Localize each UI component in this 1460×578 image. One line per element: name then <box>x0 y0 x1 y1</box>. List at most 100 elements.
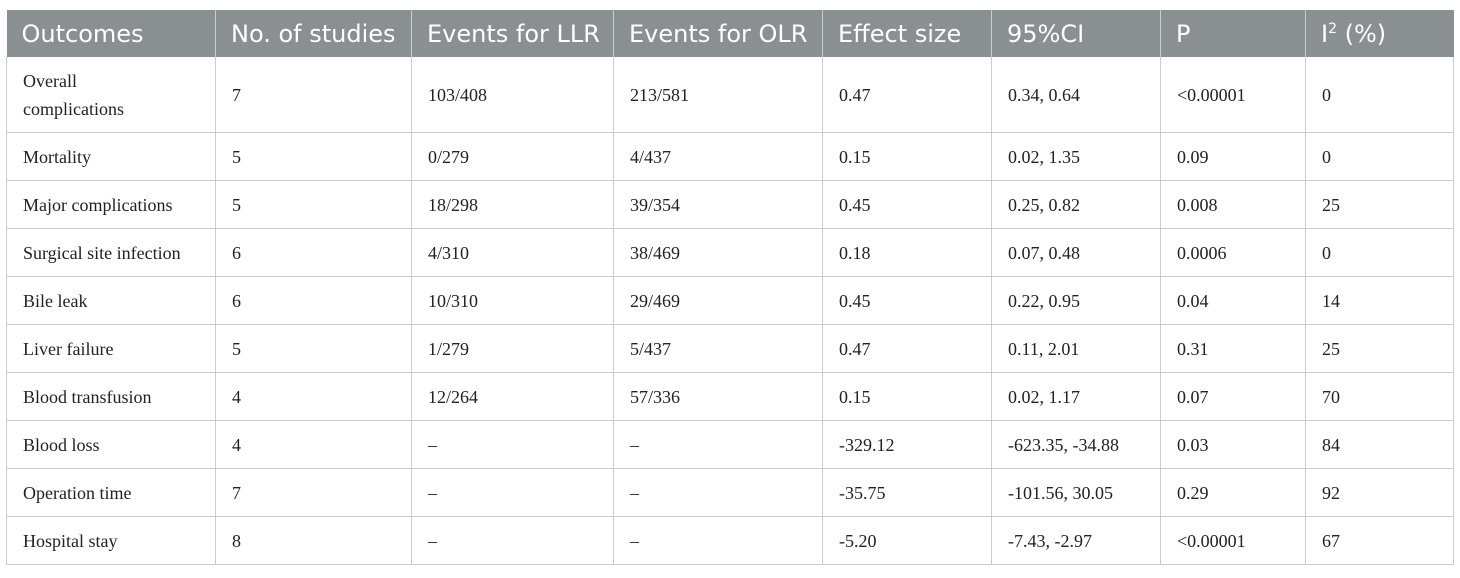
header-i2-suffix: (%) <box>1337 19 1387 48</box>
cell-outcome: Bile leak <box>6 276 216 325</box>
table-header-row: Outcomes No. of studies Events for LLR E… <box>6 10 1454 57</box>
cell-events-olr: 57/336 <box>613 372 823 421</box>
header-outcomes: Outcomes <box>6 10 216 57</box>
cell-outcome: Blood transfusion <box>6 372 216 421</box>
cell-events-llr: – <box>411 420 614 469</box>
table-row: Surgical site infection 6 4/310 38/469 0.18 0… <box>6 228 1454 277</box>
cell-studies: 5 <box>215 132 412 181</box>
cell-events-llr: 0/279 <box>411 132 614 181</box>
cell-events-olr: – <box>613 468 823 517</box>
header-no-of-studies: No. of studies <box>215 10 412 57</box>
table-row: Blood loss 4– – -329.12 -623.35, -34.88 0.03 8… <box>6 420 1454 469</box>
cell-events-llr: 103/408 <box>411 57 614 133</box>
cell-ci: 0.25, 0.82 <box>991 180 1161 229</box>
cell-i2: 92 <box>1305 468 1454 517</box>
cell-effect-size: 0.15 <box>822 372 992 421</box>
cell-i2: 70 <box>1305 372 1454 421</box>
cell-p-value: <0.00001 <box>1160 57 1306 133</box>
cell-outcome: Major complications <box>6 180 216 229</box>
cell-events-llr: – <box>411 468 614 517</box>
cell-ci: 0.34, 0.64 <box>991 57 1161 133</box>
cell-p-value: 0.07 <box>1160 372 1306 421</box>
header-95ci: 95%CI <box>991 10 1161 57</box>
cell-studies: 6 <box>215 276 412 325</box>
cell-ci: 0.11, 2.01 <box>991 324 1161 373</box>
cell-ci: 0.22, 0.95 <box>991 276 1161 325</box>
cell-studies: 7 <box>215 57 412 133</box>
cell-events-olr: 38/469 <box>613 228 823 277</box>
cell-i2: 0 <box>1305 57 1454 133</box>
cell-ci: 0.02, 1.35 <box>991 132 1161 181</box>
cell-events-llr: – <box>411 516 614 565</box>
cell-events-olr: 213/581 <box>613 57 823 133</box>
cell-events-llr: 18/298 <box>411 180 614 229</box>
cell-ci: 0.02, 1.17 <box>991 372 1161 421</box>
cell-i2: 0 <box>1305 228 1454 277</box>
outcomes-table: Outcomes No. of studies Events for LLR E… <box>6 10 1454 565</box>
cell-p-value: 0.008 <box>1160 180 1306 229</box>
cell-effect-size: -35.75 <box>822 468 992 517</box>
cell-i2: 25 <box>1305 324 1454 373</box>
table-row: Overall complications 7 103/408 213/581 0.47… <box>6 57 1454 133</box>
cell-studies: 6 <box>215 228 412 277</box>
cell-effect-size: 0.45 <box>822 180 992 229</box>
cell-ci: -101.56, 30.05 <box>991 468 1161 517</box>
cell-ci: -7.43, -2.97 <box>991 516 1161 565</box>
cell-studies: 4 <box>215 372 412 421</box>
cell-studies: 8 <box>215 516 412 565</box>
table-row: Hospital stay 8– – -5.20 -7.43, -2.97 <0.0000… <box>6 516 1454 565</box>
header-i2-base: I <box>1321 19 1329 48</box>
cell-i2: 84 <box>1305 420 1454 469</box>
cell-effect-size: 0.47 <box>822 57 992 133</box>
table-row: Bile leak 6 10/310 29/469 0.45 0.22, 0.95 0.04… <box>6 276 1454 325</box>
cell-studies: 5 <box>215 324 412 373</box>
cell-studies: 4 <box>215 420 412 469</box>
cell-ci: -623.35, -34.88 <box>991 420 1161 469</box>
header-i2: I2 (%) <box>1305 10 1454 57</box>
header-i2-sup: 2 <box>1328 20 1337 37</box>
table-row: Operation time 7– – -35.75 -101.56, 30.05 0.2… <box>6 468 1454 517</box>
cell-ci: 0.07, 0.48 <box>991 228 1161 277</box>
cell-events-llr: 1/279 <box>411 324 614 373</box>
cell-p-value: 0.0006 <box>1160 228 1306 277</box>
cell-p-value: <0.00001 <box>1160 516 1306 565</box>
cell-i2: 67 <box>1305 516 1454 565</box>
cell-p-value: 0.04 <box>1160 276 1306 325</box>
cell-p-value: 0.03 <box>1160 420 1306 469</box>
cell-studies: 5 <box>215 180 412 229</box>
cell-p-value: 0.29 <box>1160 468 1306 517</box>
header-effect-size: Effect size <box>822 10 992 57</box>
cell-p-value: 0.09 <box>1160 132 1306 181</box>
cell-i2: 25 <box>1305 180 1454 229</box>
cell-events-llr: 12/264 <box>411 372 614 421</box>
table-row: Major complications 5 18/298 39/354 0.45 0.25… <box>6 180 1454 229</box>
cell-outcome: Hospital stay <box>6 516 216 565</box>
cell-events-olr: 4/437 <box>613 132 823 181</box>
header-events-olr: Events for OLR <box>613 10 823 57</box>
cell-outcome: Liver failure <box>6 324 216 373</box>
cell-events-olr: 29/469 <box>613 276 823 325</box>
cell-effect-size: 0.15 <box>822 132 992 181</box>
table-row: Mortality 5 0/279 4/437 0.15 0.02, 1.35 0.09 0 <box>6 132 1454 181</box>
cell-outcome: Surgical site infection <box>6 228 216 277</box>
cell-outcome: Overall complications <box>6 57 216 133</box>
cell-outcome: Mortality <box>6 132 216 181</box>
cell-effect-size: -5.20 <box>822 516 992 565</box>
cell-studies: 7 <box>215 468 412 517</box>
cell-events-olr: – <box>613 516 823 565</box>
cell-events-olr: 5/437 <box>613 324 823 373</box>
table-row: Liver failure 5 1/279 5/437 0.47 0.11, 2.01 0.… <box>6 324 1454 373</box>
cell-i2: 14 <box>1305 276 1454 325</box>
cell-effect-size: -329.12 <box>822 420 992 469</box>
cell-events-olr: – <box>613 420 823 469</box>
header-events-llr: Events for LLR <box>411 10 614 57</box>
cell-effect-size: 0.47 <box>822 324 992 373</box>
cell-i2: 0 <box>1305 132 1454 181</box>
table-row: Blood transfusion 4 12/264 57/336 0.15 0.02, … <box>6 372 1454 421</box>
header-p: P <box>1160 10 1306 57</box>
cell-events-llr: 4/310 <box>411 228 614 277</box>
cell-outcome: Blood loss <box>6 420 216 469</box>
cell-events-olr: 39/354 <box>613 180 823 229</box>
cell-p-value: 0.31 <box>1160 324 1306 373</box>
